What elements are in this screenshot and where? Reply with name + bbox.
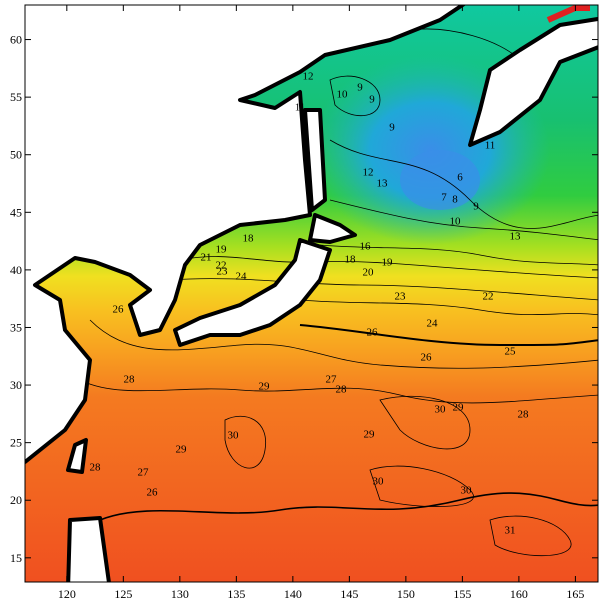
x-tick-label: 145 <box>340 587 358 601</box>
kamchatka <box>468 16 598 147</box>
y-tick-label: 50 <box>10 148 22 162</box>
mainland <box>25 5 467 465</box>
contour-label: 23 <box>395 291 407 303</box>
contour-label: 12 <box>303 71 314 83</box>
contour-label: 9 <box>357 82 363 94</box>
contour-label: 31 <box>505 525 516 537</box>
y-tick-label: 25 <box>10 436 22 450</box>
luzon <box>66 516 111 582</box>
contour-label: 11 <box>485 140 496 152</box>
contour-label: 29 <box>259 381 271 393</box>
contour-label: 27 <box>326 374 338 386</box>
contour-label: 21 <box>201 252 212 264</box>
contour-label: 30 <box>373 476 385 488</box>
contour-label: 29 <box>453 402 465 414</box>
contour-label: 26 <box>421 352 433 364</box>
contour-label: 20 <box>363 267 375 279</box>
y-tick-label: 60 <box>10 33 22 47</box>
contour-label: 26 <box>367 327 379 339</box>
cold-core <box>400 150 480 210</box>
x-tick-label: 150 <box>397 587 415 601</box>
contour-label: 28 <box>518 409 530 421</box>
contour-label: 16 <box>360 241 372 253</box>
contour-label: 26 <box>147 487 159 499</box>
x-tick-label: 155 <box>453 587 471 601</box>
y-tick-label: 55 <box>10 90 22 104</box>
contour-label: 9 <box>389 122 395 134</box>
contour-label: 11 <box>295 102 306 114</box>
contour-label: 22 <box>483 291 494 303</box>
contour-label: 10 <box>337 89 349 101</box>
contour-label: 18 <box>345 254 357 266</box>
x-tick-label: 140 <box>284 587 302 601</box>
frame <box>24 4 599 583</box>
contour-label: 18 <box>243 233 255 245</box>
contour-label: 30 <box>228 430 240 442</box>
y-tick-label: 45 <box>10 205 22 219</box>
axes: 120 125 130 135 140 145 150 155 160 165 15 20 25 30 35… <box>10 5 598 601</box>
contour-label: 28 <box>336 384 348 396</box>
contour-label: 25 <box>505 346 517 358</box>
contour-label: 26 <box>113 304 125 316</box>
x-tick-label: 160 <box>510 587 528 601</box>
contour-label: 8 <box>452 194 458 206</box>
contour-label: 23 <box>217 266 229 278</box>
x-tick-label: 135 <box>227 587 245 601</box>
contour-label: 28 <box>90 462 102 474</box>
contour-label: 24 <box>236 271 248 283</box>
contour-label: 30 <box>461 485 473 497</box>
contour-label: 7 <box>441 192 447 204</box>
contour-label: 9 <box>369 94 375 106</box>
contour-label: 22 <box>216 260 227 272</box>
contour-label: 29 <box>364 429 376 441</box>
hokkaido <box>308 213 357 244</box>
contour-label: 27 <box>138 467 150 479</box>
x-tick-label: 130 <box>171 587 189 601</box>
x-tick-label: 120 <box>58 587 76 601</box>
contour-label: 24 <box>427 318 439 330</box>
y-tick-label: 15 <box>10 551 22 565</box>
contour-lines <box>79 28 598 557</box>
y-tick-label: 30 <box>10 378 22 392</box>
land <box>25 5 598 582</box>
contour-label: 19 <box>382 257 394 269</box>
contour-label: 28 <box>124 374 136 386</box>
contour-label: 13 <box>377 178 389 190</box>
x-tick-label: 125 <box>114 587 132 601</box>
contour-label: 10 <box>450 216 462 228</box>
contour-label: 12 <box>363 167 374 179</box>
y-tick-label: 35 <box>10 320 22 334</box>
contour-label: 29 <box>176 444 188 456</box>
contour-label: 19 <box>216 244 228 256</box>
contour-label: 9 <box>473 201 479 213</box>
contour-label: 13 <box>510 231 522 243</box>
x-tick-label: 165 <box>566 587 584 601</box>
y-tick-label: 40 <box>10 263 22 277</box>
y-tick-label: 20 <box>10 493 22 507</box>
contour-label: 30 <box>435 404 447 416</box>
sakhalin <box>303 108 327 212</box>
contour-label: 6 <box>457 172 463 184</box>
taiwan <box>66 438 88 474</box>
honshu <box>173 238 332 347</box>
